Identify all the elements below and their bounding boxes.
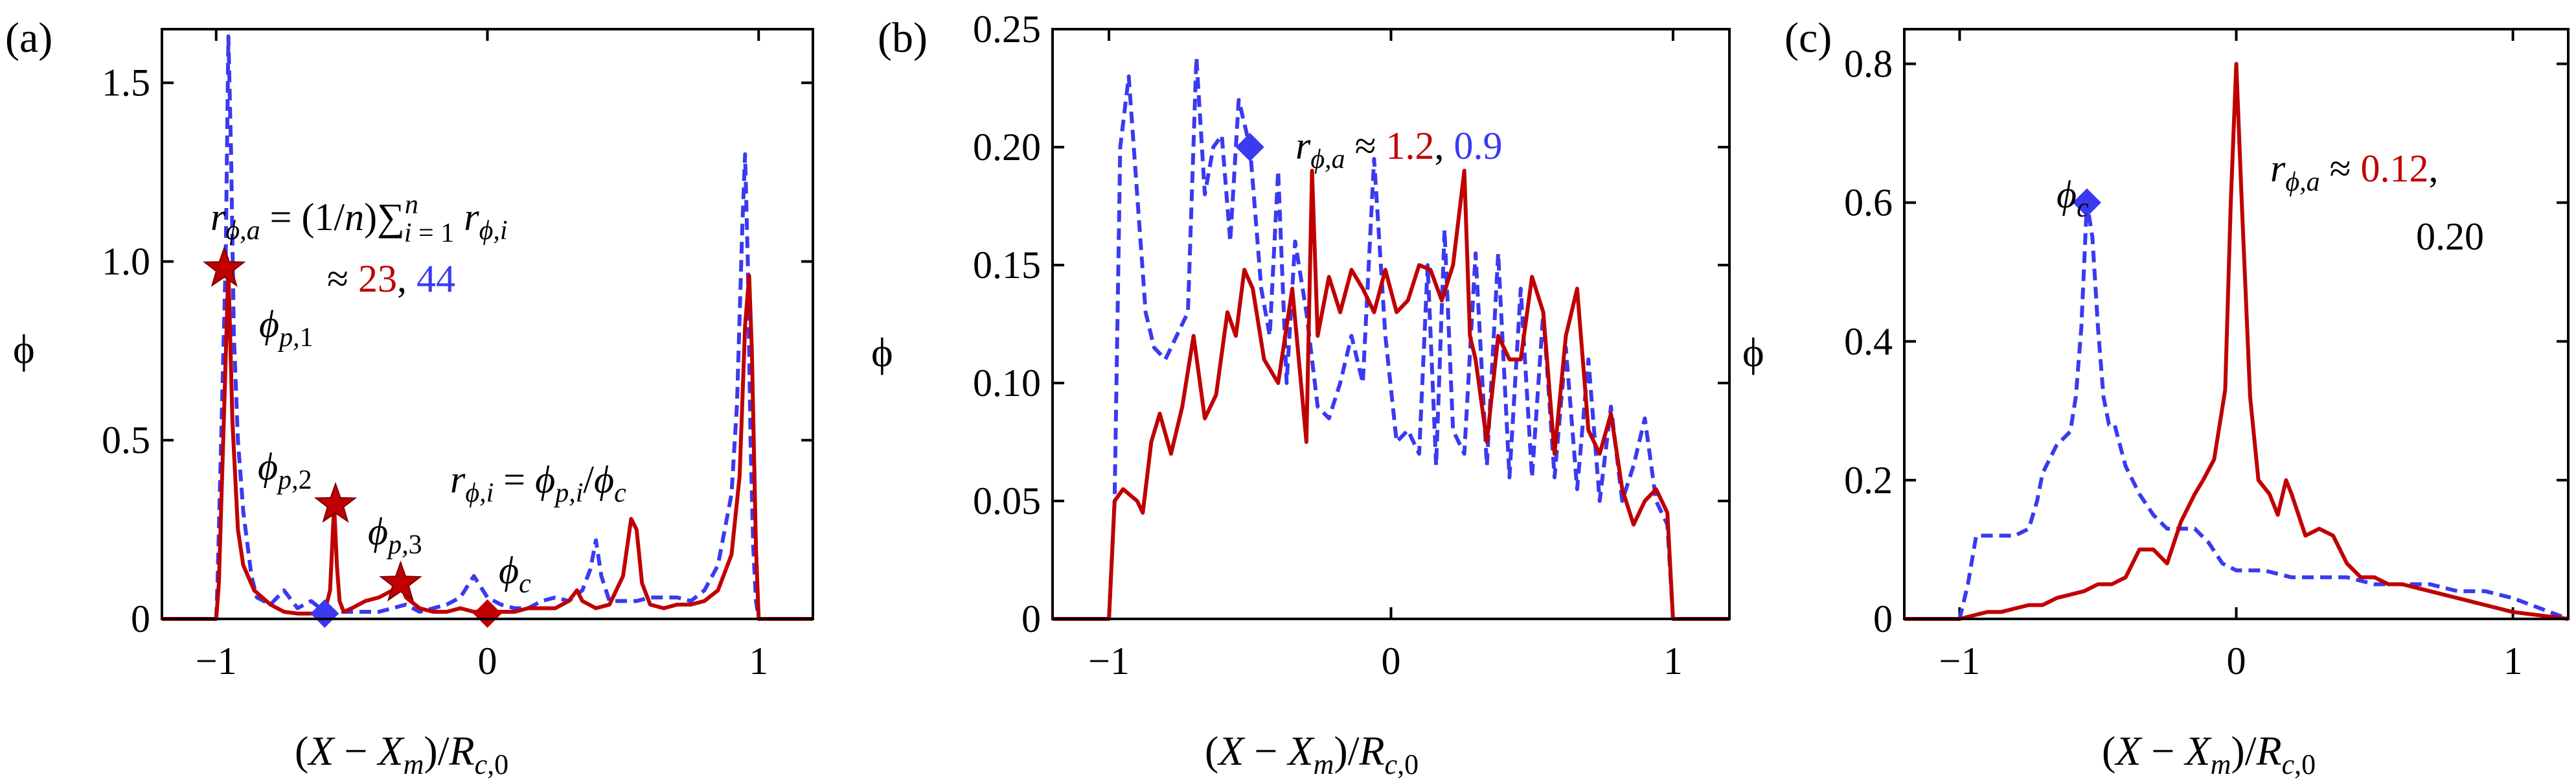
marker-label-phi-c-c: ϕc: [2057, 173, 2089, 223]
y-axis-label-c: ϕ: [1742, 329, 1764, 375]
mean-ratio-values-a: ≈ 23, 44: [327, 257, 455, 300]
markers-b: [1235, 133, 1264, 161]
x-tick-label: −1: [1939, 640, 1980, 682]
panel-b: (b) 0 0.05 0.10 0.15 0.20 0.25 −1 0 1 ϕ (X − Xm)…: [871, 8, 1731, 779]
y-tick-label: 0.4: [1844, 320, 1893, 363]
label-phi-p3: ϕp,3: [368, 510, 422, 560]
svg-text:≈ 23, 44: ≈ 23, 44: [327, 257, 455, 300]
svg-text:ϕc: ϕc: [2057, 173, 2089, 223]
markers-a: [203, 246, 502, 628]
y-tick-labels-b: 0 0.05 0.10 0.15 0.20 0.25 −1 0 1: [973, 8, 1729, 682]
star-marker: [203, 246, 246, 287]
x-tick-label: −1: [1088, 640, 1130, 682]
panel-label-a: (a): [5, 14, 52, 62]
red-value-b: 1.2: [1386, 124, 1435, 167]
ratio-definition-annotation: rϕ,i = ϕp,i/ϕc: [450, 458, 626, 508]
svg-text:(X − Xm)/Rc,0: (X − Xm)/Rc,0: [1205, 728, 1419, 779]
series-line-solid-red: [1904, 62, 2569, 621]
x-tick-label: 0: [478, 640, 497, 682]
svg-text:(X − Xm)/Rc,0: (X − Xm)/Rc,0: [2102, 728, 2316, 779]
x-tick-label: −1: [196, 640, 237, 682]
svg-text:rϕ,a ≈ 0.12,: rϕ,a ≈ 0.12,: [2270, 147, 2439, 197]
y-tick-label: 0: [1021, 598, 1041, 640]
red-value-c: 0.12: [2361, 147, 2429, 190]
star-marker: [379, 560, 422, 602]
y-tick-label: 0.05: [973, 480, 1041, 522]
panel-c: (c) 0 0.2 0.4 0.6 0.8 −1 0 1 ϕ (X − Xm)/Rc,0 ϕc…: [1742, 14, 2570, 779]
series-c: [1904, 62, 2570, 621]
panel-label-b: (b): [878, 14, 928, 62]
red-value-a: 23: [358, 257, 397, 300]
y-tick-label: 0.5: [102, 419, 150, 461]
y-tick-label: 0.10: [973, 362, 1041, 404]
blue-value-c: 0.20: [2416, 215, 2484, 258]
panel-a: (a) 0 0.5 1.0 1.5 −1 0 1 ϕ (X − Xm)/Rc,0 rϕ,a …: [5, 14, 814, 779]
marker-labels-a: ϕp,1 ϕp,2 ϕp,3 ϕc: [258, 303, 531, 599]
y-axis-label-a: ϕ: [13, 326, 35, 372]
series-line-dashed-blue: [1904, 200, 2570, 621]
plot-frame-b: [1051, 28, 1731, 620]
label-phi-p2: ϕp,2: [258, 445, 312, 495]
x-tick-label: 1: [749, 640, 768, 682]
x-tick-label: 1: [2503, 640, 2523, 682]
label-phi-p1: ϕp,1: [259, 303, 313, 353]
blue-value-b: 0.9: [1454, 124, 1503, 167]
series-b: [1053, 55, 1729, 621]
y-tick-label: 1.5: [102, 62, 150, 104]
y-tick-label: 0.6: [1844, 181, 1893, 224]
y-tick-label: 1.0: [102, 240, 150, 283]
x-axis-label-c: (X − Xm)/Rc,0: [2102, 728, 2316, 779]
y-tick-label: 0.2: [1844, 459, 1893, 502]
x-tick-label: 1: [1663, 640, 1683, 682]
label-phi-c-a: ϕc: [499, 549, 531, 599]
y-axis-label-b: ϕ: [871, 329, 893, 375]
series-line-solid-red: [1053, 169, 1729, 621]
plot-frame-a: [161, 28, 814, 620]
svg-text:(X − Xm)/Rc,0: (X − Xm)/Rc,0: [295, 728, 508, 779]
svg-text:rϕ,a ≈ 1.2, 0.9: rϕ,a ≈ 1.2, 0.9: [1295, 124, 1503, 174]
series-a: [162, 34, 813, 621]
diamond-marker: [1235, 133, 1264, 161]
y-tick-label: 0.20: [973, 126, 1041, 169]
x-axis-label-b: (X − Xm)/Rc,0: [1205, 728, 1419, 779]
diamond-marker: [2072, 188, 2101, 217]
y-tick-label: 0.8: [1844, 43, 1893, 86]
panel-label-c: (c): [1784, 14, 1832, 62]
y-tick-label: 0: [1873, 598, 1893, 640]
y-tick-label: 0: [131, 598, 150, 640]
x-tick-label: 0: [1382, 640, 1401, 682]
mean-ratio-annotation: rϕ,a = (1/n)∑n i = 1 rϕ,i: [211, 190, 508, 248]
markers-c: [2072, 188, 2101, 217]
diamond-marker: [473, 599, 502, 628]
x-axis-label-a: (X − Xm)/Rc,0: [295, 728, 508, 779]
mean-ratio-annotation-b: rϕ,a ≈ 1.2, 0.9: [1295, 124, 1503, 174]
x-tick-label: 0: [2227, 640, 2246, 682]
blue-value-a: 44: [416, 257, 455, 300]
star-marker: [313, 482, 358, 523]
series-line-solid-red: [162, 266, 813, 621]
y-tick-label: 0.15: [973, 244, 1041, 286]
svg-text:rϕ,i = ϕp,i/ϕc: rϕ,i = ϕp,i/ϕc: [450, 458, 626, 508]
svg-text:rϕ,a = (1/n)∑ni = 1 rϕ,i: rϕ,a = (1/n)∑n i = 1 rϕ,i: [211, 190, 508, 248]
mean-ratio-annotation-c: rϕ,a ≈ 0.12, 0.20: [2270, 147, 2484, 258]
y-tick-labels-a: 0 0.5 1.0 1.5 −1 0 1: [102, 29, 813, 682]
y-tick-label: 0.25: [973, 8, 1041, 51]
series-line-dashed-blue: [162, 34, 813, 621]
plot-frame-c: [1903, 28, 2570, 620]
series-line-dashed-blue: [1053, 55, 1729, 621]
diamond-marker: [310, 599, 339, 628]
y-tick-labels-c: 0 0.2 0.4 0.6 0.8 −1 0 1: [1844, 29, 2568, 682]
